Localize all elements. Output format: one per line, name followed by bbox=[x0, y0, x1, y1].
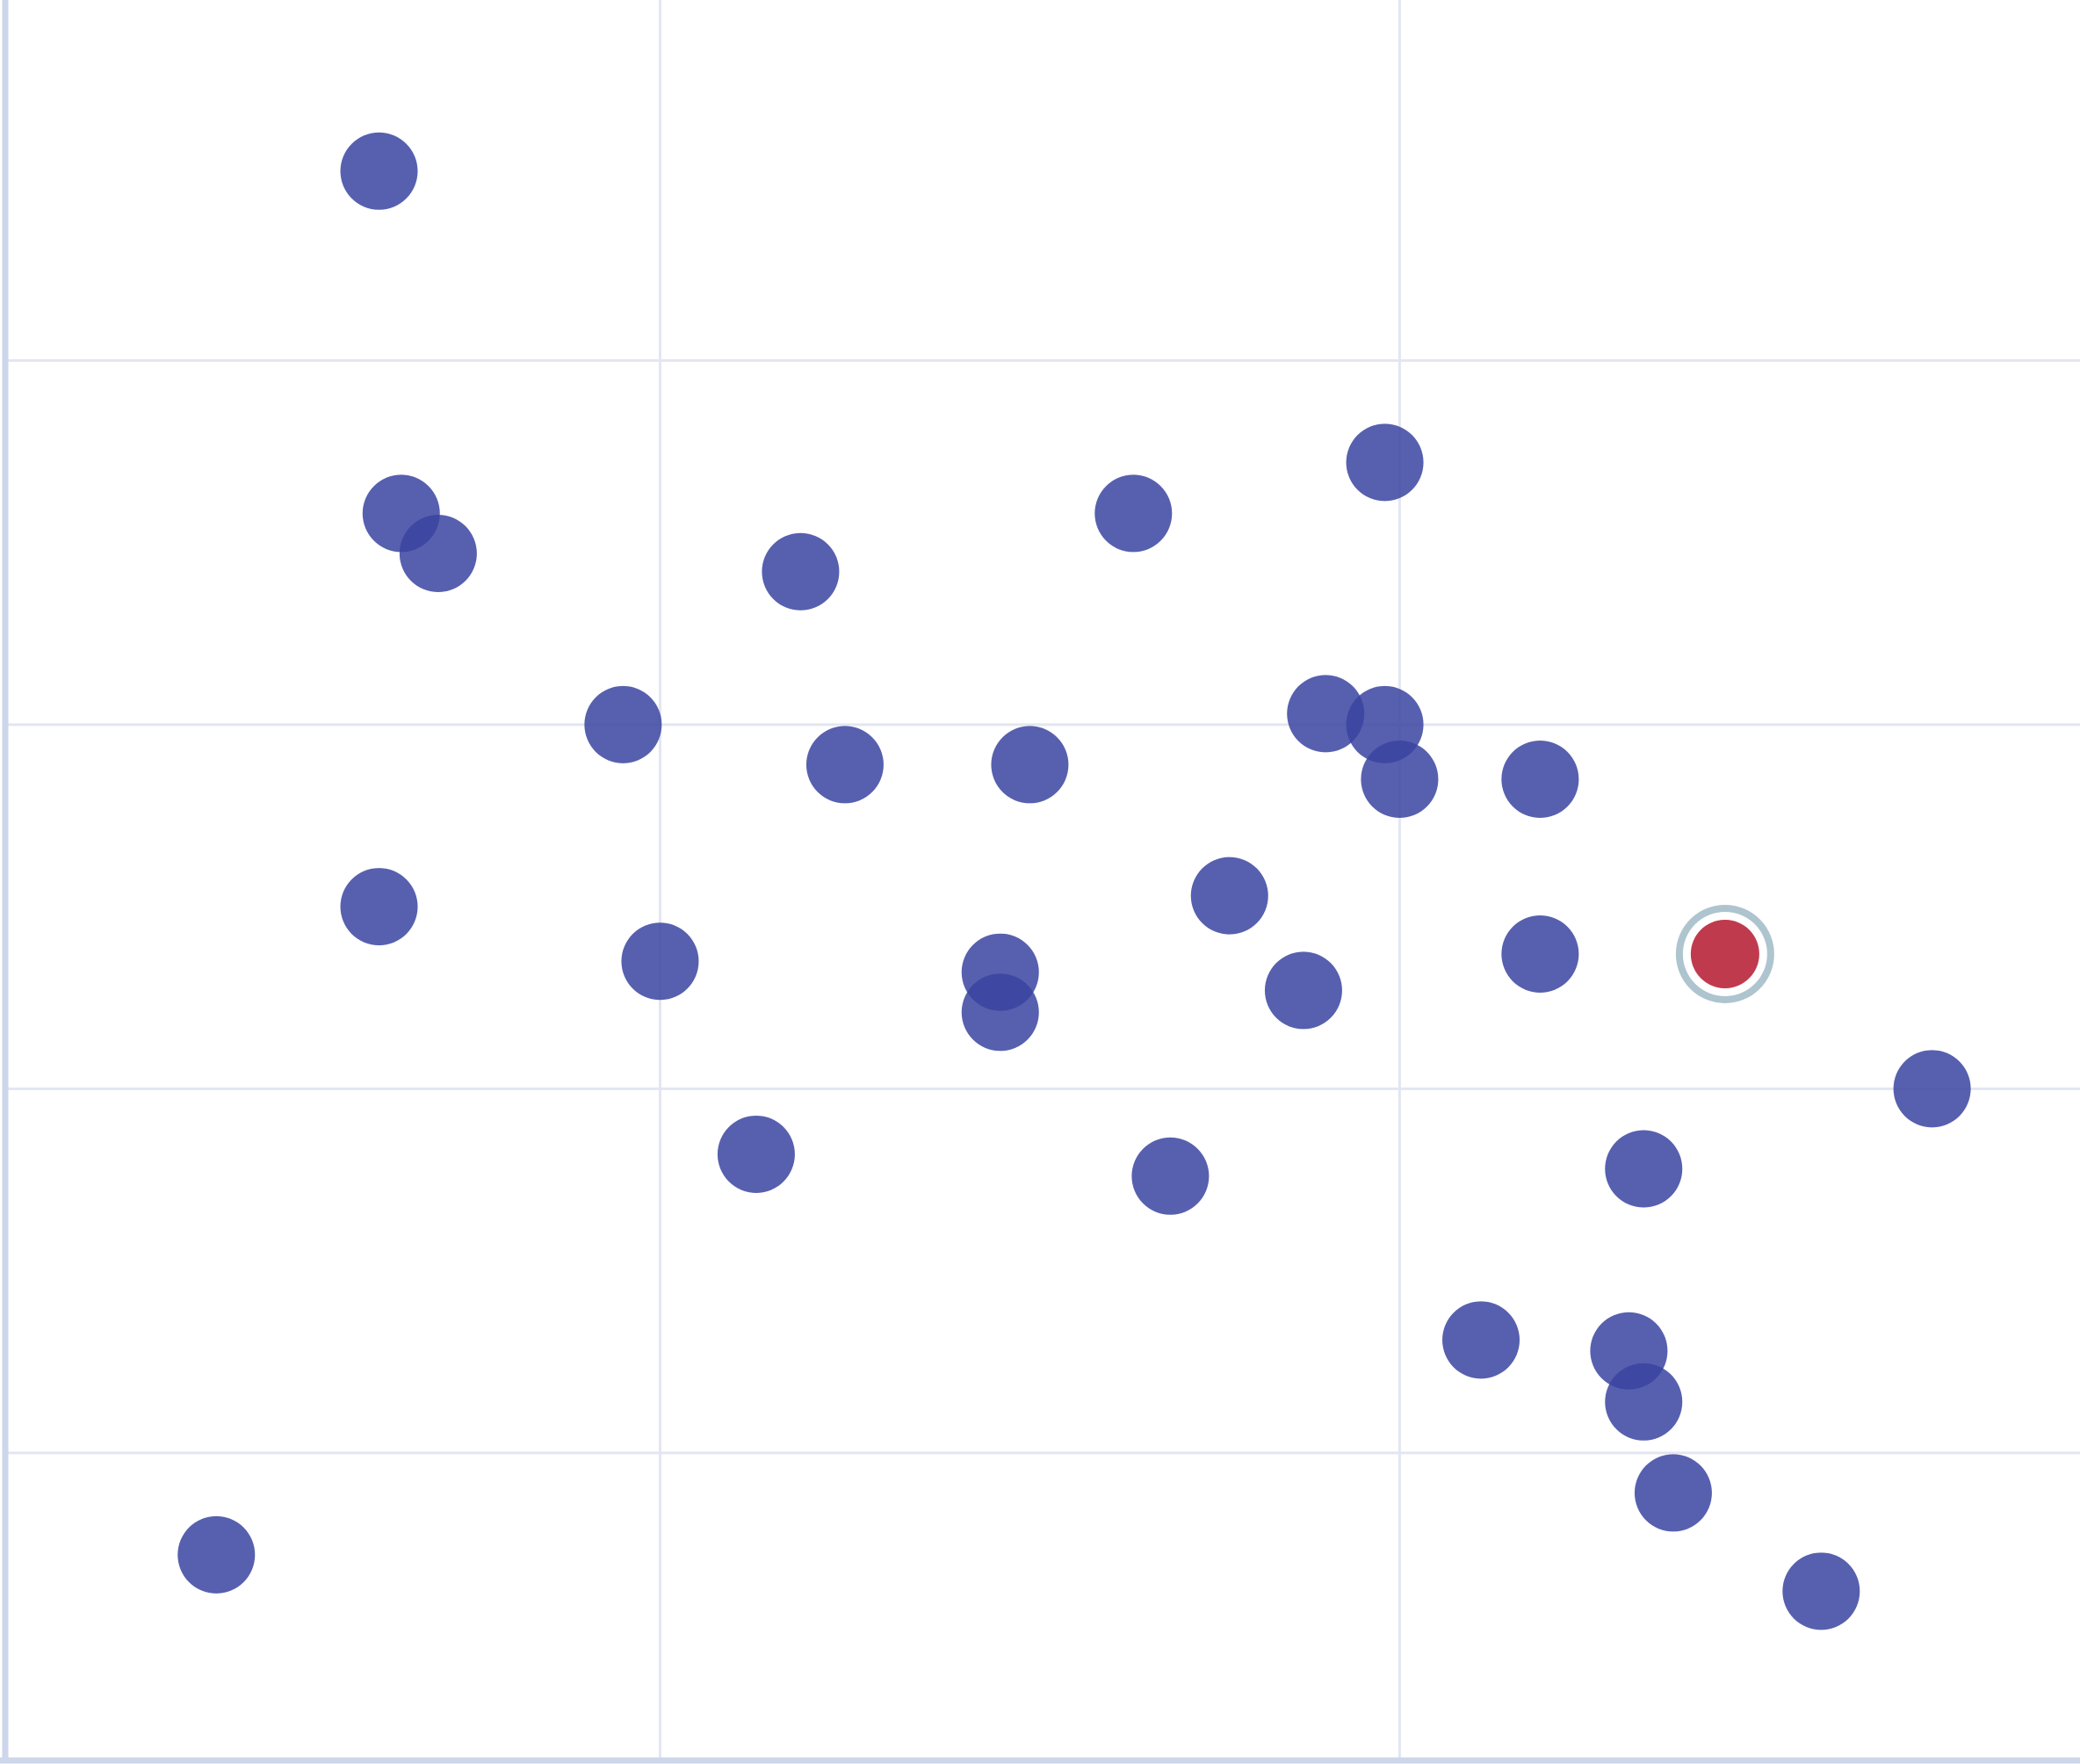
data-point bbox=[1361, 741, 1439, 819]
data-point bbox=[584, 685, 662, 763]
data-point bbox=[177, 1515, 256, 1594]
highlighted-point bbox=[1690, 919, 1759, 988]
data-point bbox=[991, 726, 1069, 804]
data-point bbox=[1094, 474, 1173, 553]
data-point bbox=[961, 973, 1039, 1052]
data-point bbox=[1501, 741, 1579, 819]
data-point bbox=[1605, 1130, 1683, 1208]
data-point bbox=[1287, 675, 1365, 753]
data-point bbox=[340, 868, 418, 946]
data-point bbox=[1264, 951, 1342, 1030]
data-point bbox=[1346, 423, 1424, 502]
data-point bbox=[399, 515, 477, 593]
data-point bbox=[1782, 1552, 1860, 1630]
data-point bbox=[1501, 915, 1579, 993]
data-point bbox=[762, 532, 840, 611]
data-point bbox=[1893, 1050, 1971, 1128]
data-point bbox=[1190, 857, 1268, 935]
data-point bbox=[621, 922, 699, 1001]
data-point bbox=[1605, 1363, 1683, 1441]
data-point bbox=[1634, 1454, 1712, 1532]
data-point bbox=[805, 726, 884, 804]
data-point bbox=[1442, 1301, 1520, 1379]
data-point bbox=[717, 1115, 795, 1193]
data-points bbox=[177, 132, 1971, 1630]
data-point bbox=[1131, 1137, 1210, 1215]
data-point bbox=[340, 132, 418, 210]
gridlines bbox=[7, 0, 2080, 1759]
